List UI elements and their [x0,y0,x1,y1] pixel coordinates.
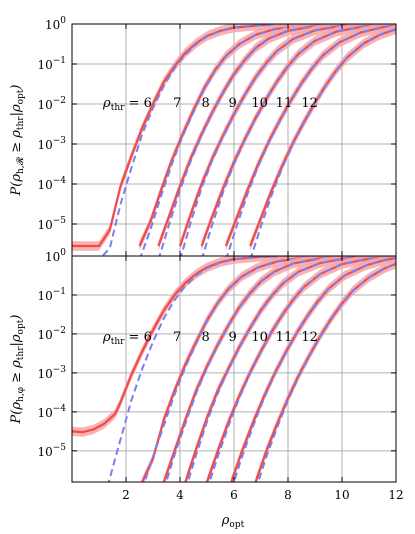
x-tick-label: 10 [334,488,349,502]
theory-curve-thr-9 [180,24,396,256]
theory-curve-thr-12 [257,262,396,482]
simulated-curve-thr-9 [184,256,396,482]
uncertainty-band [139,24,396,251]
y-tick-label: 10−5 [37,443,66,459]
threshold-label: 10 [251,96,268,111]
grid [72,256,396,482]
theory-curve-thr-8 [165,256,396,482]
x-tick-label: 8 [284,488,292,502]
simulated-curve-thr-11 [230,256,396,482]
x-tick-label: 6 [230,488,238,502]
y-tick-label: 10−1 [37,287,66,303]
uncertainty-band [72,24,396,251]
threshold-label: 11 [276,96,293,111]
y-axis-label: P(ρh,φ ≥ ρthr|ρopt) [9,315,26,425]
theory-curve-thr-8 [158,24,396,256]
top-panel: 100 10−1 10−2 10−3 10−4 10−5 P(ρh,𝓡 ≥ ρthr|ρop… [9,16,397,257]
threshold-label: 10 [251,330,268,345]
threshold-label: 7 [173,330,181,345]
y-tick-label: 10−3 [37,136,66,152]
threshold-label: 9 [229,330,237,345]
y-tick-label: 10−3 [37,365,66,381]
theory-curve-thr-10 [201,24,396,256]
bottom-panel: 100 10−1 10−2 10−3 10−4 10−5 2 4 6 8 10 12 P(ρh,φ ≥ … [9,248,404,502]
x-axis-label: ρopt [221,513,245,530]
x-tick-label: 12 [388,488,403,502]
y-tick-label: 10−2 [37,96,66,112]
plot-area [72,256,396,482]
simulated-curve-thr-11 [224,24,396,247]
y-tick-label: 10−2 [37,326,66,342]
y-tick-label: 10−4 [37,404,66,420]
threshold-label: 12 [301,330,318,345]
y-tick-label: 10−5 [37,216,66,232]
theory-curve-thr-9 [186,256,396,482]
threshold-label: 11 [276,330,293,345]
threshold-label: 8 [202,96,210,111]
theory-curve-thr-6 [107,256,396,482]
theory-curve-thr-10 [208,256,396,482]
theory-curve-thr-7 [143,256,396,482]
x-tick-label: 4 [176,488,184,502]
theory-curve-thr-11 [232,256,396,482]
threshold-label: 7 [173,96,181,111]
theory-curve-thr-12 [250,28,396,256]
threshold-label: ρthr = 6 [102,96,152,113]
threshold-label: ρthr = 6 [102,330,152,347]
y-axis-label: P(ρh,𝓡 ≥ ρthr|ρopt) [9,85,26,197]
y-tick-label: 10−4 [37,176,66,192]
y-tick-label: 10−1 [37,56,66,72]
y-tick-label: 100 [45,248,66,264]
x-tick-label: 2 [122,488,130,502]
threshold-label: 9 [229,96,237,111]
theory-curve-thr-11 [226,24,396,256]
y-tick-label: 100 [45,16,66,32]
simulated-curve-thr-6 [72,256,396,434]
threshold-label: 8 [202,330,210,345]
threshold-label: 12 [301,96,318,111]
